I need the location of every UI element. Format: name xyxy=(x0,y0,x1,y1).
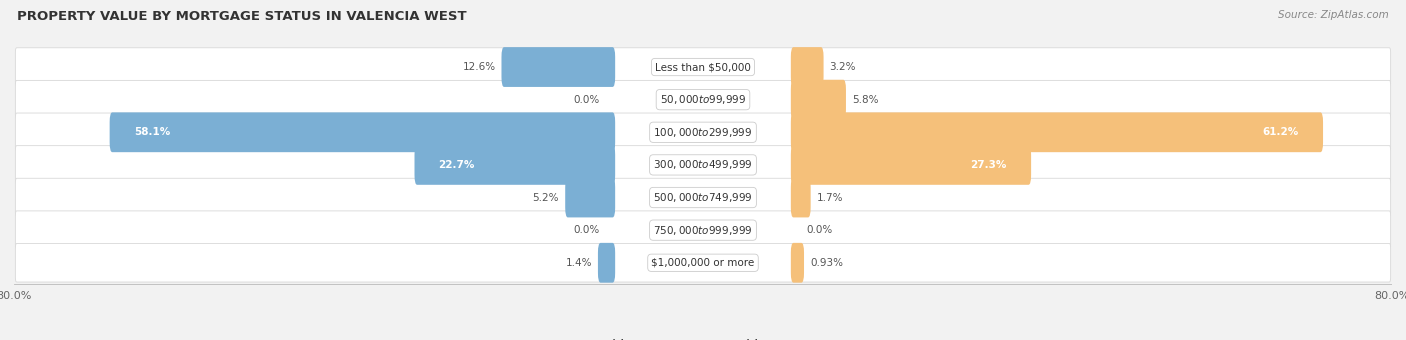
Text: 1.4%: 1.4% xyxy=(565,258,592,268)
Text: 0.0%: 0.0% xyxy=(807,225,832,235)
Text: 1.7%: 1.7% xyxy=(817,192,844,203)
Text: 61.2%: 61.2% xyxy=(1263,127,1299,137)
Text: 0.0%: 0.0% xyxy=(574,95,599,105)
FancyBboxPatch shape xyxy=(790,47,824,87)
FancyBboxPatch shape xyxy=(790,243,804,283)
FancyBboxPatch shape xyxy=(15,48,1391,86)
Text: 12.6%: 12.6% xyxy=(463,62,495,72)
Text: $100,000 to $299,999: $100,000 to $299,999 xyxy=(654,126,752,139)
Text: 58.1%: 58.1% xyxy=(134,127,170,137)
FancyBboxPatch shape xyxy=(790,113,1323,152)
FancyBboxPatch shape xyxy=(565,177,616,217)
FancyBboxPatch shape xyxy=(15,81,1391,119)
Text: Source: ZipAtlas.com: Source: ZipAtlas.com xyxy=(1278,10,1389,20)
Text: PROPERTY VALUE BY MORTGAGE STATUS IN VALENCIA WEST: PROPERTY VALUE BY MORTGAGE STATUS IN VAL… xyxy=(17,10,467,23)
FancyBboxPatch shape xyxy=(598,243,616,283)
FancyBboxPatch shape xyxy=(790,80,846,120)
FancyBboxPatch shape xyxy=(15,146,1391,184)
FancyBboxPatch shape xyxy=(790,177,811,217)
Text: $50,000 to $99,999: $50,000 to $99,999 xyxy=(659,93,747,106)
Text: 22.7%: 22.7% xyxy=(439,160,475,170)
FancyBboxPatch shape xyxy=(15,113,1391,152)
Text: $300,000 to $499,999: $300,000 to $499,999 xyxy=(654,158,752,171)
FancyBboxPatch shape xyxy=(15,178,1391,217)
Text: 0.0%: 0.0% xyxy=(574,225,599,235)
Text: $500,000 to $749,999: $500,000 to $749,999 xyxy=(654,191,752,204)
Text: $750,000 to $999,999: $750,000 to $999,999 xyxy=(654,224,752,237)
Text: 0.93%: 0.93% xyxy=(810,258,844,268)
Text: $1,000,000 or more: $1,000,000 or more xyxy=(651,258,755,268)
Text: 3.2%: 3.2% xyxy=(830,62,856,72)
FancyBboxPatch shape xyxy=(415,145,616,185)
Text: 27.3%: 27.3% xyxy=(970,160,1007,170)
FancyBboxPatch shape xyxy=(15,243,1391,282)
FancyBboxPatch shape xyxy=(502,47,616,87)
Text: Less than $50,000: Less than $50,000 xyxy=(655,62,751,72)
FancyBboxPatch shape xyxy=(110,113,616,152)
Text: 5.2%: 5.2% xyxy=(533,192,560,203)
Legend: Without Mortgage, With Mortgage: Without Mortgage, With Mortgage xyxy=(579,335,827,340)
FancyBboxPatch shape xyxy=(790,145,1031,185)
FancyBboxPatch shape xyxy=(15,211,1391,250)
Text: 5.8%: 5.8% xyxy=(852,95,879,105)
